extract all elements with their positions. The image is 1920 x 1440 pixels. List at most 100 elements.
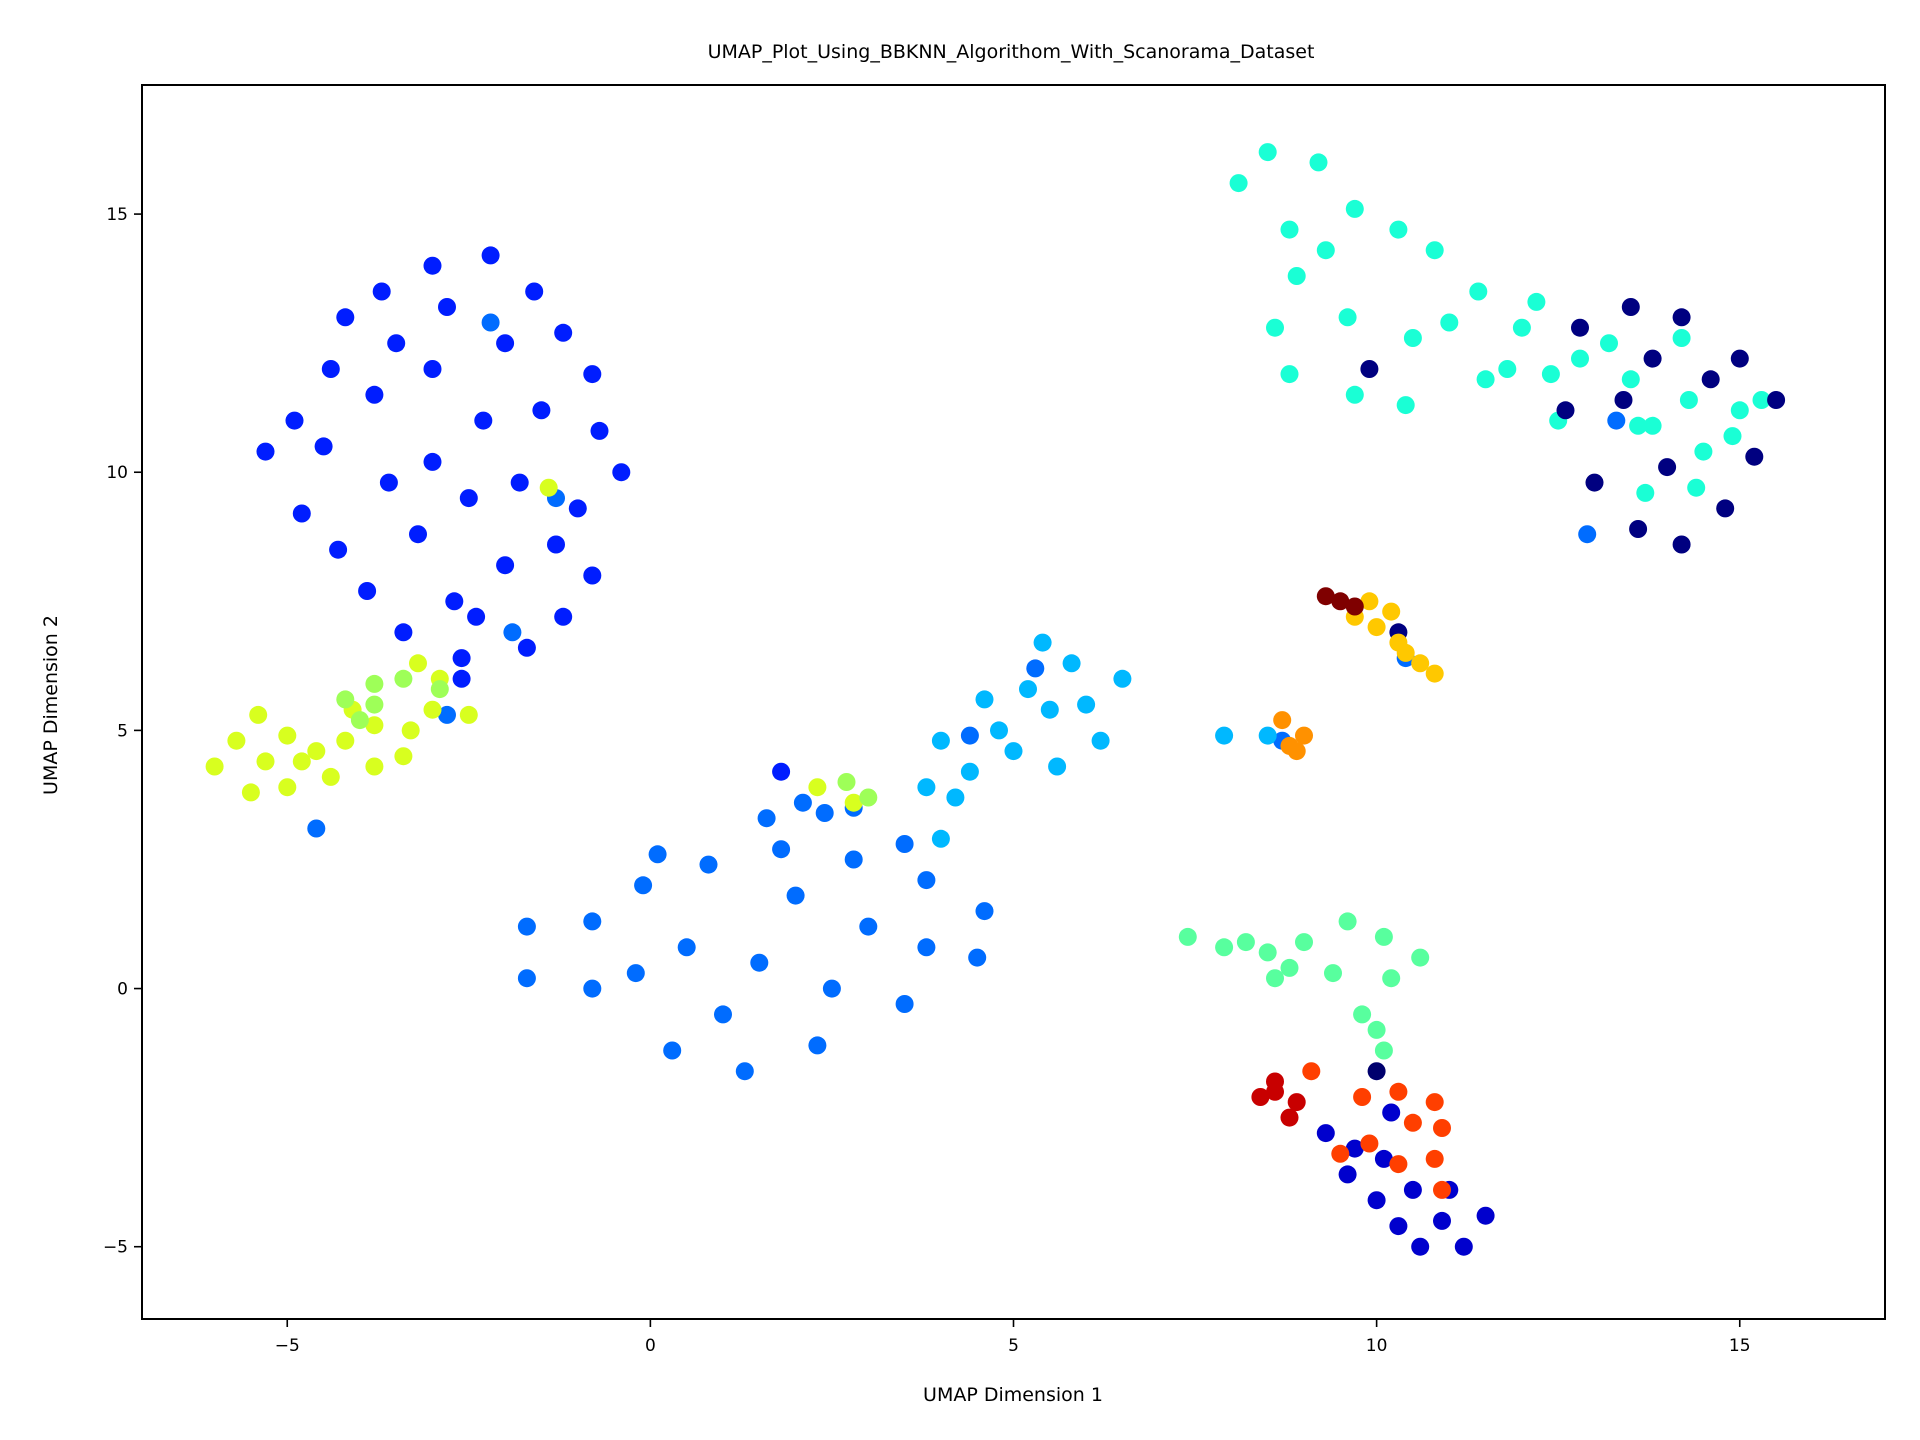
scatter-point bbox=[1280, 1108, 1299, 1127]
scatter-point bbox=[1730, 401, 1749, 420]
scatter-point bbox=[438, 705, 456, 724]
scatter-point bbox=[1571, 318, 1589, 337]
scatter-point bbox=[1476, 370, 1495, 389]
scatter-point bbox=[1498, 360, 1517, 378]
scatter-point bbox=[714, 1005, 732, 1024]
scatter-point bbox=[931, 829, 950, 848]
scatter-point bbox=[1367, 1191, 1386, 1210]
scatter-point bbox=[1316, 241, 1335, 260]
x-tick-label: 15 bbox=[1729, 1336, 1751, 1356]
x-tick-label: −5 bbox=[275, 1336, 300, 1356]
scatter-point bbox=[793, 793, 812, 812]
scatter-point bbox=[1374, 927, 1393, 946]
scatter-point bbox=[1389, 1082, 1408, 1101]
scatter-point bbox=[525, 282, 544, 301]
scatter-point bbox=[975, 902, 994, 921]
scatter-point bbox=[554, 607, 573, 626]
scatter-point bbox=[895, 995, 914, 1013]
scatter-point bbox=[1382, 969, 1401, 988]
scatter-point bbox=[256, 442, 275, 461]
scatter-point bbox=[278, 726, 297, 745]
scatter-point bbox=[467, 607, 486, 626]
scatter-point bbox=[1643, 349, 1662, 368]
scatter-point bbox=[1767, 391, 1786, 409]
scatter-point bbox=[1585, 473, 1604, 492]
scatter-point bbox=[1338, 912, 1357, 931]
scatter-point bbox=[1411, 948, 1430, 967]
scatter-point bbox=[1389, 1155, 1408, 1174]
scatter-point bbox=[1091, 731, 1110, 750]
scatter-point bbox=[960, 726, 979, 745]
scatter-point bbox=[648, 845, 667, 864]
scatter-point bbox=[1752, 391, 1771, 409]
scatter-point bbox=[1353, 1088, 1372, 1106]
x-tick-label: 10 bbox=[1366, 1336, 1388, 1356]
scatter-point bbox=[583, 912, 602, 931]
scatter-point bbox=[822, 979, 841, 998]
scatter-point bbox=[539, 478, 558, 497]
x-tick-label: 5 bbox=[1008, 1336, 1019, 1356]
scatter-point bbox=[1178, 927, 1197, 946]
scatter-point bbox=[1745, 447, 1764, 466]
scatter-point bbox=[1411, 1237, 1430, 1256]
y-tick-label: 5 bbox=[117, 721, 128, 741]
scatter-point bbox=[321, 767, 340, 786]
scatter-point bbox=[517, 917, 536, 936]
scatter-point bbox=[1541, 365, 1560, 384]
scatter-point bbox=[423, 700, 442, 719]
scatter-point bbox=[1048, 757, 1067, 776]
scatter-point bbox=[663, 1041, 682, 1060]
scatter-point bbox=[1382, 602, 1401, 621]
cluster-12 bbox=[1273, 711, 1313, 761]
scatter-point bbox=[496, 334, 515, 353]
scatter-point bbox=[1621, 298, 1640, 316]
scatter-point bbox=[1324, 964, 1342, 983]
scatter-point bbox=[1345, 385, 1364, 404]
scatter-point bbox=[1273, 711, 1292, 730]
chart-title: UMAP_Plot_Using_BBKNN_Algorithom_With_Sc… bbox=[708, 41, 1315, 63]
scatter-point bbox=[1433, 1119, 1451, 1137]
scatter-point bbox=[1113, 669, 1132, 688]
scatter-point bbox=[1512, 318, 1531, 337]
scatter-point bbox=[336, 308, 355, 327]
scatter-point bbox=[249, 705, 268, 724]
scatter-point bbox=[358, 582, 377, 600]
scatter-point bbox=[772, 840, 791, 859]
cluster-14 bbox=[1316, 587, 1364, 616]
scatter-point bbox=[474, 411, 493, 430]
scatter-point bbox=[1280, 365, 1299, 384]
scatter-point bbox=[1403, 1113, 1422, 1132]
scatter-point bbox=[517, 969, 536, 988]
scatter-point bbox=[409, 525, 427, 544]
scatter-point bbox=[1571, 349, 1589, 368]
scatter-point bbox=[1730, 349, 1749, 368]
scatter-point bbox=[336, 690, 355, 709]
scatter-point bbox=[1331, 1144, 1350, 1163]
scatter-point bbox=[387, 334, 406, 353]
scatter-point bbox=[372, 282, 391, 301]
scatter-point bbox=[1694, 442, 1713, 461]
scatter-point bbox=[321, 360, 340, 378]
scatter-point bbox=[445, 592, 464, 611]
x-tick-label: 0 bbox=[645, 1336, 656, 1356]
scatter-point bbox=[1316, 587, 1335, 606]
cluster-13 bbox=[1345, 592, 1444, 683]
scatter-point bbox=[1040, 700, 1059, 719]
y-axis-label: UMAP Dimension 2 bbox=[40, 615, 62, 795]
scatter-point bbox=[750, 953, 769, 972]
scatter-point bbox=[423, 360, 442, 378]
scatter-point bbox=[1672, 535, 1691, 554]
scatter-point bbox=[1454, 1237, 1473, 1256]
scatter-point bbox=[626, 964, 645, 983]
scatter-point bbox=[336, 731, 355, 750]
scatter-point bbox=[960, 762, 979, 781]
scatter-point bbox=[1433, 1211, 1451, 1230]
scatter-point bbox=[1367, 1062, 1386, 1081]
scatter-point bbox=[1258, 943, 1277, 962]
scatter-point bbox=[1629, 416, 1648, 435]
scatter-point bbox=[1701, 370, 1720, 389]
scatter-point bbox=[946, 788, 965, 807]
scatter-point bbox=[481, 246, 500, 265]
scatter-point bbox=[1287, 1093, 1306, 1112]
scatter-point bbox=[1425, 1093, 1444, 1112]
